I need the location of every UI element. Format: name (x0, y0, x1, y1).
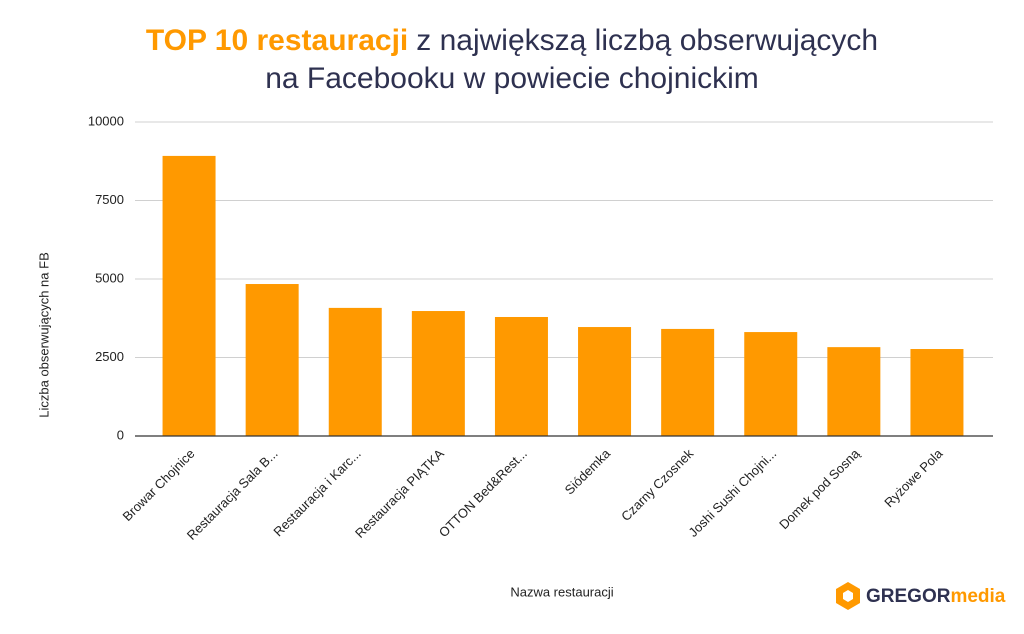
bar (162, 155, 216, 437)
x-tick-label: Joshi Sushi Chojni... (685, 446, 779, 540)
y-tick-label: 0 (117, 427, 124, 442)
title-line-1: TOP 10 restauracji z największą liczbą ob… (146, 24, 878, 57)
bar (494, 316, 548, 436)
title-line-2: na Facebooku w powiecie chojnickim (265, 62, 759, 95)
logo-icon-inner (843, 590, 853, 602)
title-text: z największą liczbą obserwujących (416, 24, 878, 57)
y-axis-title: Liczba obserwujących na FB (36, 252, 51, 417)
title-highlight: TOP 10 restauracji (146, 24, 408, 57)
x-axis-title: Nazwa restauracji (510, 584, 613, 599)
x-tick-label: Czarny Czosnek (618, 446, 696, 524)
y-tick-label: 10000 (88, 113, 124, 128)
x-tick-label: Restauracja i Karc... (270, 446, 363, 539)
y-tick-label: 7500 (95, 192, 124, 207)
bar (328, 307, 382, 436)
bar (910, 349, 964, 436)
x-tick-label: Restauracja Sala B... (184, 446, 281, 543)
x-tick-label: OTTON Bed&Rest... (436, 446, 530, 540)
bar (744, 332, 798, 436)
bar (411, 311, 465, 436)
logo-part2: media (950, 586, 1005, 607)
logo-part1: GREGOR (866, 586, 951, 607)
logo-text: GREGORmedia (866, 586, 1006, 607)
x-tick-label: Siódemka (562, 445, 614, 497)
x-tick-label: Browar Chojnice (120, 446, 198, 524)
logo: GREGORmedia (836, 582, 1006, 610)
bar (827, 347, 881, 436)
y-tick-label: 5000 (95, 270, 124, 285)
y-tick-label: 2500 (95, 349, 124, 364)
bar (245, 284, 299, 436)
x-tick-label: Restauracja PIĄTKA (352, 446, 447, 541)
x-tick-label: Ryżowe Pola (881, 445, 946, 510)
bar (578, 327, 632, 436)
x-tick-label: Domek pod Sosną (776, 445, 863, 532)
bar (661, 328, 715, 436)
